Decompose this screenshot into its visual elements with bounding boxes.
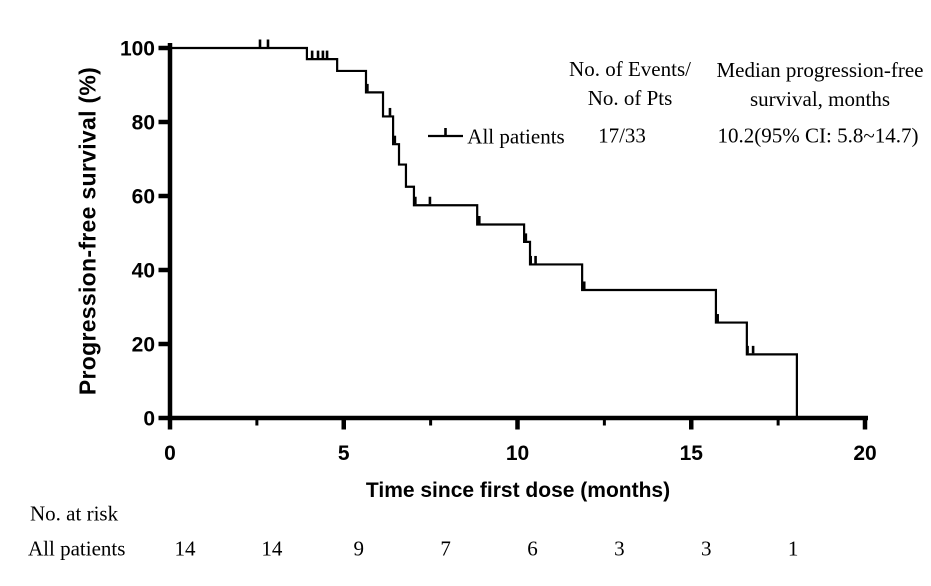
survival-curve — [170, 46, 798, 418]
risk-count: 9 — [353, 536, 365, 561]
legend-header-events-line2: No. of Pts — [587, 86, 673, 110]
risk-table-title: No. at risk — [30, 501, 119, 526]
x-tick-label: 15 — [680, 442, 704, 465]
censor-marks — [258, 39, 755, 354]
y-tick-label: 80 — [132, 112, 155, 135]
risk-count: 3 — [701, 536, 712, 561]
y-tick-label: 20 — [132, 334, 155, 357]
x-tick-label: 20 — [853, 442, 876, 465]
legend-header-events-line1: No. of Events/ — [569, 57, 691, 81]
y-tick-label: 100 — [120, 38, 155, 61]
legend-header-median-line1: Median progression-free — [716, 58, 924, 82]
x-axis-title: Time since first dose (months) — [365, 479, 671, 502]
risk-count: 3 — [614, 536, 625, 561]
legend-header-median-line2: survival, months — [749, 87, 890, 111]
x-tick-label: 0 — [164, 442, 176, 465]
y-tick-label: 40 — [132, 260, 155, 283]
y-tick-label: 60 — [132, 186, 155, 209]
x-tick-label: 5 — [338, 442, 350, 465]
km-step-path — [170, 46, 798, 418]
risk-count: 7 — [440, 536, 451, 561]
legend-median-value: 10.2(95% CI: 5.8~14.7) — [717, 123, 919, 148]
risk-table-row-label: All patients — [28, 536, 126, 561]
y-axis-title: Progression-free survival (%) — [74, 66, 101, 396]
risk-count: 6 — [527, 536, 538, 561]
x-tick-label: 10 — [506, 442, 529, 465]
legend-events-value: 17/33 — [598, 123, 646, 148]
legend-series-label: All patients — [467, 124, 565, 149]
tick-labels: 0 20 40 60 80 100 0 5 10 15 20 — [120, 38, 877, 466]
axes — [158, 43, 868, 430]
legend-marker — [428, 128, 463, 138]
y-tick-label: 0 — [143, 408, 155, 431]
risk-count: 14 — [174, 536, 196, 561]
legend-header-events: No. of Events/ No. of Pts — [569, 55, 691, 113]
legend-header-median: Median progression-free survival, months — [716, 56, 923, 114]
risk-count: 1 — [787, 536, 799, 561]
risk-count: 14 — [261, 536, 283, 561]
